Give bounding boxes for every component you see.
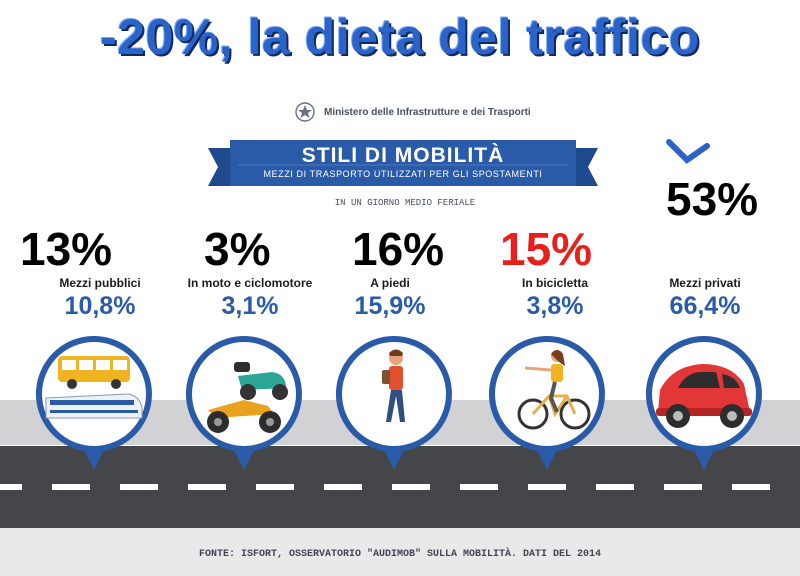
walk-target-percent: 16% [352, 223, 445, 275]
down-arrow-icon [666, 139, 710, 164]
bus-train-icon [45, 356, 143, 419]
moto-value: 3,1% [221, 292, 279, 320]
public-label: Mezzi pubblici [59, 276, 141, 290]
bike-label: In bicicletta [521, 276, 589, 290]
private-target-percent: 53% [666, 173, 759, 225]
bike-value: 3,8% [526, 292, 584, 320]
cyclist-icon [517, 350, 591, 430]
bike-target-percent: 15% [500, 223, 593, 275]
moto-target-percent: 3% [204, 223, 271, 275]
pedestrian-icon [382, 349, 405, 422]
motorcycle-scooter-icon [207, 362, 288, 433]
walk-value: 15,9% [354, 292, 426, 320]
moto-label: In moto e ciclomotore [187, 276, 313, 290]
day-label: IN UN GIORNO MEDIO FERIALE [334, 198, 476, 208]
pin-moto [185, 336, 302, 470]
road-lane-markings [0, 484, 770, 490]
pin-car [645, 336, 762, 470]
headline: -20%, la dieta del traffico [100, 9, 700, 65]
banner-title: STILI DI MOBILITÀ [301, 144, 505, 167]
walk-label: A piedi [370, 276, 410, 290]
banner-subtitle: MEZZI DI TRASPORTO UTILIZZATI PER GLI SP… [263, 169, 543, 179]
public-target-percent: 13% [20, 223, 113, 275]
car-value: 66,4% [669, 292, 741, 320]
public-value: 10,8% [64, 292, 136, 320]
pin-bike [488, 336, 605, 470]
car-icon [656, 364, 752, 428]
pin-public [35, 336, 152, 470]
ministry-name: Ministero delle Infrastrutture e dei Tra… [324, 106, 531, 118]
ministry-header: Ministero delle Infrastrutture e dei Tra… [294, 100, 531, 124]
pin-walk [335, 336, 452, 470]
source-footer: FONTE: ISFORT, OSSERVATORIO "AUDIMOB" SU… [198, 549, 602, 560]
italian-republic-emblem-icon [295, 102, 315, 122]
title-banner: STILI DI MOBILITÀ MEZZI DI TRASPORTO UTI… [208, 138, 598, 194]
ribbon-shape [208, 140, 598, 186]
car-label: Mezzi privati [669, 276, 741, 290]
footer-strip [0, 528, 800, 576]
